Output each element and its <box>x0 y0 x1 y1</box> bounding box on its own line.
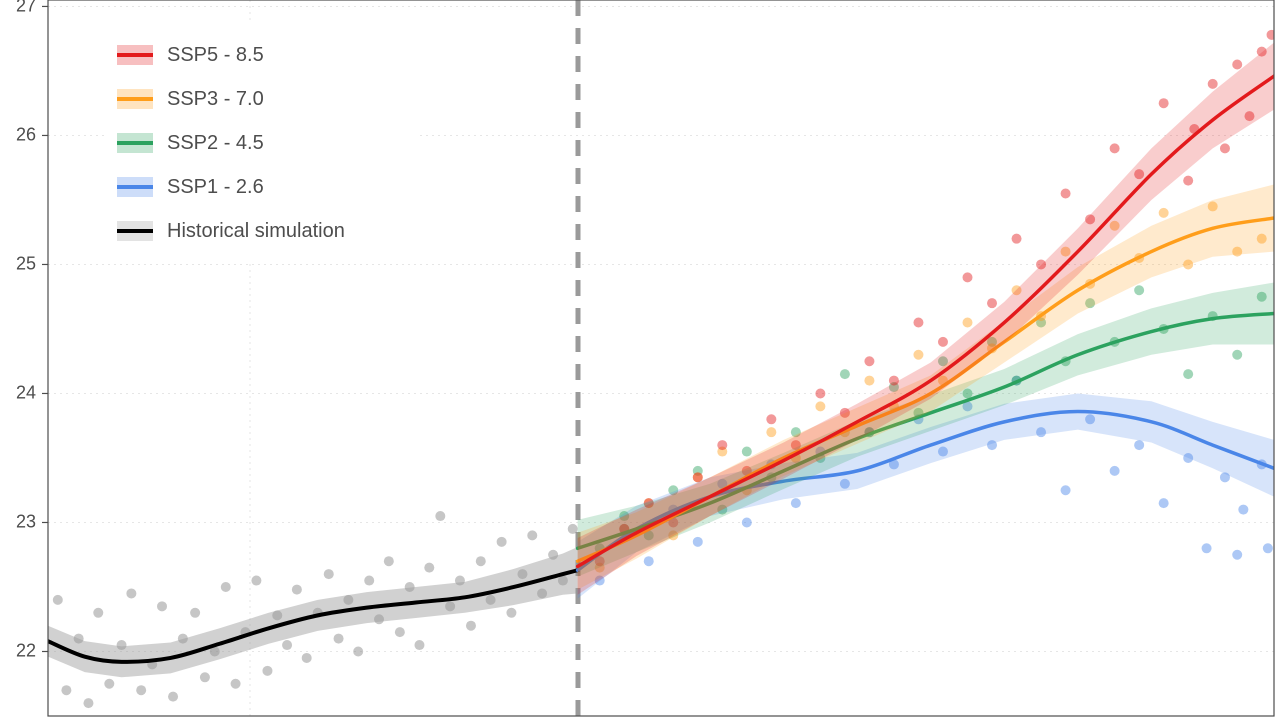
point-ssp2 <box>742 447 752 457</box>
point-historical <box>157 601 167 611</box>
point-historical <box>424 563 434 573</box>
legend-label: Historical simulation <box>167 220 345 243</box>
y-tick-label: 26 <box>0 125 36 146</box>
point-historical <box>334 634 344 644</box>
point-ssp5 <box>815 388 825 398</box>
point-ssp5 <box>1208 79 1218 89</box>
legend-swatch <box>117 131 153 155</box>
projection-chart: SSP5 - 8.5 SSP3 - 7.0 SSP2 - 4.5 SSP1 - 2.6… <box>0 0 1280 719</box>
point-ssp1 <box>1263 543 1273 553</box>
point-historical <box>527 530 537 540</box>
point-historical <box>61 685 71 695</box>
point-ssp3 <box>815 401 825 411</box>
legend-item: Historical simulation <box>117 209 407 253</box>
point-ssp1 <box>1134 440 1144 450</box>
point-ssp5 <box>1012 234 1022 244</box>
legend-item: SSP2 - 4.5 <box>117 121 407 165</box>
point-historical <box>104 679 114 689</box>
point-historical <box>190 608 200 618</box>
point-ssp1 <box>1061 485 1071 495</box>
legend-label: SSP1 - 2.6 <box>167 176 264 199</box>
point-historical <box>292 585 302 595</box>
point-ssp5 <box>1232 60 1242 70</box>
point-ssp1 <box>1110 466 1120 476</box>
legend-swatch <box>117 43 153 67</box>
point-ssp2 <box>1183 369 1193 379</box>
point-historical <box>282 640 292 650</box>
point-historical <box>435 511 445 521</box>
point-historical <box>302 653 312 663</box>
legend-swatch <box>117 175 153 199</box>
point-historical <box>53 595 63 605</box>
point-historical <box>262 666 272 676</box>
point-historical <box>83 698 93 708</box>
point-historical <box>231 679 241 689</box>
legend-swatch <box>117 219 153 243</box>
point-historical <box>466 621 476 631</box>
point-ssp5 <box>766 414 776 424</box>
point-historical <box>251 576 261 586</box>
point-ssp1 <box>1202 543 1212 553</box>
point-ssp1 <box>791 498 801 508</box>
point-ssp5 <box>987 298 997 308</box>
legend-item: SSP3 - 7.0 <box>117 77 407 121</box>
point-historical <box>568 524 578 534</box>
point-ssp5 <box>938 337 948 347</box>
point-ssp3 <box>1159 208 1169 218</box>
point-ssp1 <box>693 537 703 547</box>
point-historical <box>414 640 424 650</box>
point-ssp5 <box>913 318 923 328</box>
y-tick-label: 25 <box>0 254 36 275</box>
point-ssp5 <box>1220 143 1230 153</box>
point-ssp5 <box>963 272 973 282</box>
point-ssp1 <box>644 556 654 566</box>
point-ssp1 <box>1159 498 1169 508</box>
legend-item: SSP1 - 2.6 <box>117 165 407 209</box>
point-ssp1 <box>1238 505 1248 515</box>
legend: SSP5 - 8.5 SSP3 - 7.0 SSP2 - 4.5 SSP1 - 2.6… <box>104 24 420 262</box>
point-historical <box>506 608 516 618</box>
point-historical <box>200 672 210 682</box>
legend-label: SSP5 - 8.5 <box>167 44 264 67</box>
point-ssp5 <box>1267 30 1277 40</box>
y-tick-label: 23 <box>0 512 36 533</box>
point-ssp2 <box>840 369 850 379</box>
point-historical <box>93 608 103 618</box>
point-ssp5 <box>1159 98 1169 108</box>
point-historical <box>384 556 394 566</box>
legend-item: SSP5 - 8.5 <box>117 33 407 77</box>
point-historical <box>353 646 363 656</box>
point-historical <box>497 537 507 547</box>
point-historical <box>126 588 136 598</box>
point-ssp5 <box>1183 176 1193 186</box>
point-ssp1 <box>1232 550 1242 560</box>
y-tick-label: 27 <box>0 0 36 17</box>
point-historical <box>136 685 146 695</box>
point-ssp5 <box>1110 143 1120 153</box>
point-ssp3 <box>913 350 923 360</box>
point-historical <box>364 576 374 586</box>
point-historical <box>324 569 334 579</box>
point-ssp2 <box>1232 350 1242 360</box>
point-historical <box>395 627 405 637</box>
point-historical <box>221 582 231 592</box>
point-ssp1 <box>742 517 752 527</box>
y-tick-label: 22 <box>0 641 36 662</box>
y-tick-label: 24 <box>0 383 36 404</box>
point-ssp3 <box>963 318 973 328</box>
point-ssp5 <box>864 356 874 366</box>
point-historical <box>168 692 178 702</box>
point-historical <box>476 556 486 566</box>
point-ssp2 <box>1134 285 1144 295</box>
legend-swatch <box>117 87 153 111</box>
legend-label: SSP3 - 7.0 <box>167 88 264 111</box>
point-ssp3 <box>864 376 874 386</box>
legend-label: SSP2 - 4.5 <box>167 132 264 155</box>
point-ssp5 <box>717 440 727 450</box>
point-ssp3 <box>766 427 776 437</box>
point-ssp5 <box>1061 189 1071 199</box>
